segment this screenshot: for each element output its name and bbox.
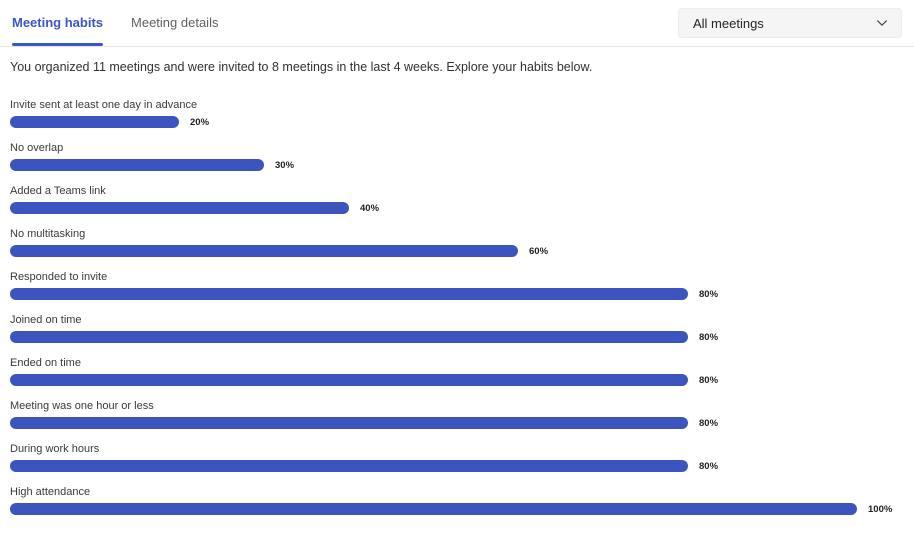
habit-bar-line: 20% bbox=[10, 116, 904, 128]
tab-meeting-details[interactable]: Meeting details bbox=[131, 0, 218, 46]
habit-label: High attendance bbox=[10, 486, 91, 498]
habit-bar[interactable] bbox=[10, 417, 688, 429]
habit-row: Meeting was one hour or less 80% bbox=[10, 399, 904, 429]
habit-bar[interactable] bbox=[10, 460, 688, 472]
habit-bar[interactable] bbox=[10, 159, 264, 171]
habit-bar-line: 80% bbox=[10, 374, 904, 386]
habit-value: 20% bbox=[190, 116, 210, 128]
habit-bar[interactable] bbox=[10, 503, 857, 515]
habit-label: During work hours bbox=[10, 443, 100, 455]
habit-row: No overlap 30% bbox=[10, 141, 904, 171]
habit-value: 60% bbox=[529, 245, 549, 257]
habit-value: 80% bbox=[699, 288, 719, 300]
habit-bar[interactable] bbox=[10, 331, 688, 343]
tabs: Meeting habits Meeting details bbox=[0, 0, 914, 46]
habits-bar-chart: Invite sent at least one day in advance … bbox=[10, 98, 904, 515]
habit-row: Joined on time 80% bbox=[10, 313, 904, 343]
tab-bar: Meeting habits Meeting details All meeti… bbox=[0, 0, 914, 47]
habit-bar-line: 60% bbox=[10, 245, 904, 257]
habit-label: Meeting was one hour or less bbox=[10, 400, 154, 412]
habit-bar[interactable] bbox=[10, 245, 518, 257]
tab-meeting-habits-label: Meeting habits bbox=[12, 15, 104, 30]
habit-bar-line: 30% bbox=[10, 159, 904, 171]
habit-bar-line: 80% bbox=[10, 288, 904, 300]
habit-value: 40% bbox=[360, 202, 380, 214]
meetings-filter-value: All meetings bbox=[693, 15, 764, 31]
habit-bar[interactable] bbox=[10, 374, 688, 386]
active-tab-indicator bbox=[12, 43, 104, 46]
habit-row: Added a Teams link 40% bbox=[10, 184, 904, 214]
habit-label: Invite sent at least one day in advance bbox=[10, 99, 198, 111]
chevron-down-icon bbox=[875, 16, 889, 30]
habit-value: 80% bbox=[699, 331, 719, 343]
habit-bar[interactable] bbox=[10, 116, 179, 128]
habit-bar-line: 80% bbox=[10, 460, 904, 472]
habit-row: Ended on time 80% bbox=[10, 356, 904, 386]
habit-label: Joined on time bbox=[10, 314, 82, 326]
habit-row: Responded to invite 80% bbox=[10, 270, 904, 300]
habit-label: No multitasking bbox=[10, 228, 86, 240]
habit-row: Invite sent at least one day in advance … bbox=[10, 98, 904, 128]
meetings-filter-dropdown[interactable]: All meetings bbox=[678, 8, 902, 38]
habit-bar-line: 100% bbox=[10, 503, 904, 515]
habit-row: No multitasking 60% bbox=[10, 227, 904, 257]
habit-row: During work hours 80% bbox=[10, 442, 904, 472]
habit-label: Ended on time bbox=[10, 357, 81, 369]
habit-bar-line: 80% bbox=[10, 331, 904, 343]
habit-bar-line: 80% bbox=[10, 417, 904, 429]
habit-value: 80% bbox=[699, 417, 719, 429]
habit-value: 80% bbox=[699, 374, 719, 386]
habit-bar[interactable] bbox=[10, 202, 349, 214]
habit-bar[interactable] bbox=[10, 288, 688, 300]
habit-value: 100% bbox=[868, 503, 893, 515]
habit-label: No overlap bbox=[10, 142, 64, 154]
summary-text: You organized 11 meetings and were invit… bbox=[10, 60, 593, 74]
habit-label: Added a Teams link bbox=[10, 185, 106, 197]
tab-meeting-details-label: Meeting details bbox=[131, 15, 219, 30]
habit-bar-line: 40% bbox=[10, 202, 904, 214]
tab-meeting-habits[interactable]: Meeting habits bbox=[12, 0, 104, 46]
habit-row: High attendance 100% bbox=[10, 485, 904, 515]
habit-value: 30% bbox=[275, 159, 295, 171]
habit-value: 80% bbox=[699, 460, 719, 472]
habit-label: Responded to invite bbox=[10, 271, 108, 283]
